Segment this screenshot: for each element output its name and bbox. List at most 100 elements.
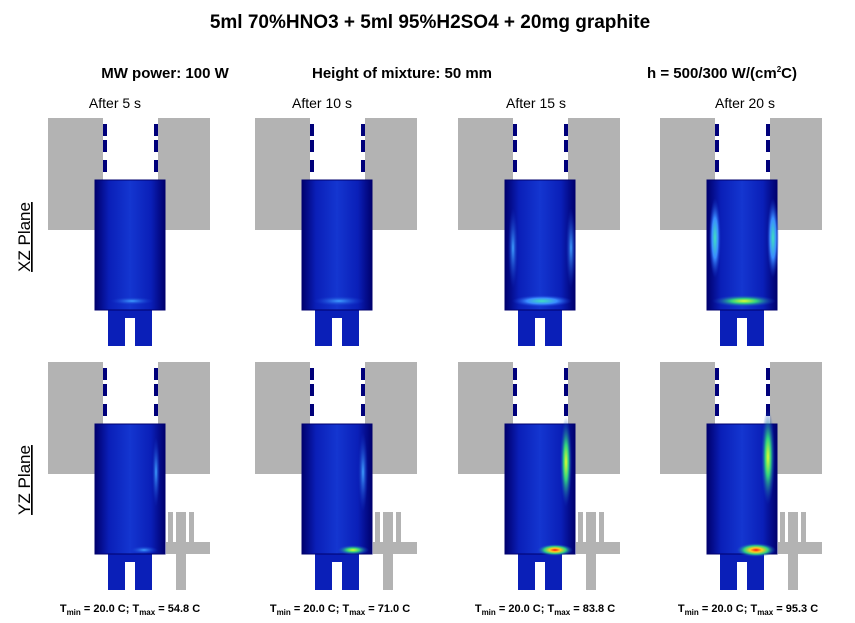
waveguide bbox=[373, 542, 417, 554]
neck-edge bbox=[103, 160, 107, 172]
stem-gap bbox=[737, 562, 747, 590]
vial bbox=[95, 180, 165, 310]
waveguide bbox=[189, 512, 194, 542]
column-label: After 15 s bbox=[506, 95, 566, 111]
temperature-text: = 54.8 C bbox=[155, 603, 200, 615]
title: 5ml 70%HNO3 + 5ml 95%H2SO4 + 20mg graphi… bbox=[210, 12, 650, 33]
neck bbox=[310, 118, 365, 182]
neck bbox=[103, 118, 158, 182]
neck-edge bbox=[564, 368, 568, 380]
heat-spot bbox=[508, 208, 518, 288]
neck-edge bbox=[310, 384, 314, 396]
neck-edge bbox=[513, 384, 517, 396]
heat-spot bbox=[761, 409, 775, 505]
neck-edge bbox=[513, 124, 517, 136]
neck-edge bbox=[513, 404, 517, 416]
neck-edge bbox=[715, 404, 719, 416]
heat-spot bbox=[712, 295, 776, 307]
neck-edge bbox=[310, 368, 314, 380]
panel bbox=[48, 118, 210, 346]
stem-gap bbox=[125, 562, 135, 590]
neck-edge bbox=[361, 124, 365, 136]
neck-edge bbox=[766, 368, 770, 380]
panel bbox=[458, 362, 620, 590]
heat-spot bbox=[152, 437, 160, 507]
neck-edge bbox=[361, 140, 365, 152]
stem-gap bbox=[737, 318, 747, 346]
neck-edge bbox=[564, 124, 568, 136]
neck-edge bbox=[715, 124, 719, 136]
panel bbox=[255, 362, 417, 590]
neck-edge bbox=[361, 160, 365, 172]
waveguide bbox=[578, 512, 583, 542]
temperature-text: = 20.0 C; T bbox=[291, 603, 350, 615]
neck-edge bbox=[564, 384, 568, 396]
neck-edge bbox=[154, 124, 158, 136]
temperature-range: Tmin = 20.0 C; Tmax = 54.8 C bbox=[60, 603, 200, 617]
subscript: min bbox=[685, 608, 699, 617]
panel bbox=[660, 118, 822, 346]
panel bbox=[48, 362, 210, 590]
subscript: max bbox=[139, 608, 156, 617]
neck-edge bbox=[564, 160, 568, 172]
temperature-range: Tmin = 20.0 C; Tmax = 71.0 C bbox=[270, 603, 410, 617]
neck-edge bbox=[513, 140, 517, 152]
subscript: max bbox=[757, 608, 774, 617]
waveguide bbox=[396, 512, 401, 542]
neck-edge bbox=[513, 160, 517, 172]
waveguide bbox=[801, 512, 806, 542]
neck bbox=[715, 362, 770, 426]
panel bbox=[660, 362, 822, 590]
neck-edge bbox=[103, 368, 107, 380]
neck bbox=[513, 362, 568, 426]
heat-spot bbox=[560, 417, 572, 507]
vial bbox=[302, 180, 372, 310]
subscript: min bbox=[482, 608, 496, 617]
power-label: MW power: 100 W bbox=[101, 65, 229, 82]
waveguide bbox=[599, 512, 604, 542]
neck-edge bbox=[310, 404, 314, 416]
stem-gap bbox=[535, 562, 545, 590]
temperature-text: = 20.0 C; T bbox=[496, 603, 555, 615]
neck-edge bbox=[513, 368, 517, 380]
neck bbox=[310, 362, 365, 426]
neck-edge bbox=[564, 140, 568, 152]
subscript: max bbox=[554, 608, 571, 617]
neck-edge bbox=[766, 384, 770, 396]
h-label: h = 500/300 W/(cm2C) bbox=[647, 65, 797, 82]
heat-spot bbox=[130, 546, 158, 554]
neck-edge bbox=[154, 160, 158, 172]
column-label: After 10 s bbox=[292, 95, 352, 111]
temperature-text: = 20.0 C; T bbox=[699, 603, 758, 615]
neck-edge bbox=[154, 384, 158, 396]
row-label: YZ Plane bbox=[15, 445, 34, 515]
heat-spot bbox=[566, 208, 576, 288]
row-label: XZ Plane bbox=[15, 202, 34, 272]
stem-gap bbox=[535, 318, 545, 346]
waveguide bbox=[375, 512, 380, 542]
waveguide bbox=[166, 542, 210, 554]
heat-spot bbox=[512, 295, 572, 307]
neck-edge bbox=[361, 384, 365, 396]
neck-edge bbox=[766, 124, 770, 136]
neck-edge bbox=[154, 140, 158, 152]
neck-edge bbox=[154, 368, 158, 380]
stem-gap bbox=[125, 318, 135, 346]
panel bbox=[458, 118, 620, 346]
neck-edge bbox=[715, 140, 719, 152]
panels bbox=[48, 118, 822, 590]
neck-edge bbox=[715, 368, 719, 380]
neck-edge bbox=[361, 368, 365, 380]
neck-edge bbox=[715, 384, 719, 396]
heat-spot bbox=[709, 198, 721, 278]
temperature-text: = 20.0 C; T bbox=[81, 603, 140, 615]
neck-edge bbox=[310, 124, 314, 136]
figure: 5ml 70%HNO3 + 5ml 95%H2SO4 + 20mg graphi… bbox=[0, 0, 855, 623]
neck-edge bbox=[715, 160, 719, 172]
neck-edge bbox=[103, 384, 107, 396]
temperature-text: = 71.0 C bbox=[365, 603, 410, 615]
neck-edge bbox=[103, 124, 107, 136]
neck bbox=[513, 118, 568, 182]
waveguide bbox=[168, 512, 173, 542]
temperature-text: = 95.3 C bbox=[773, 603, 818, 615]
